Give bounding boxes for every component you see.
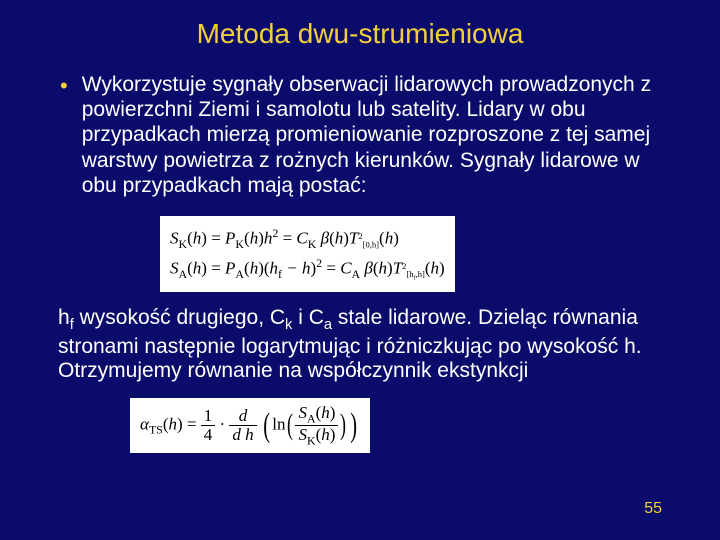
para2-sub-a: a	[324, 317, 332, 333]
equation-1-line-2: SA(h) = PA(h)(hf − h)2 = CA β(h)T2[hf,h]…	[170, 256, 445, 282]
para2-p2: i C	[292, 306, 324, 329]
para2-p1: wysokość drugiego, C	[74, 306, 285, 329]
paragraph-2: hf wysokość drugiego, Ck i Ca stale lida…	[58, 306, 670, 384]
equation-1-line-1: SK(h) = PK(h)h2 = CK β(h)T2[0,h](h)	[170, 226, 445, 252]
slide-title: Metoda dwu-strumieniowa	[40, 18, 680, 50]
para2-p0: h	[58, 306, 70, 329]
page-number: 55	[644, 500, 662, 518]
bullet-item: • Wykorzystuje sygnały obserwacji lidaro…	[60, 72, 670, 198]
bullet-text: Wykorzystuje sygnały obserwacji lidarowy…	[82, 72, 670, 198]
bullet-dot-icon: •	[60, 72, 68, 100]
equation-block-1: SK(h) = PK(h)h2 = CK β(h)T2[0,h](h) SA(h…	[160, 216, 455, 292]
equation-block-2: αTS(h) = 14 · dd h (ln(SA(h)SK(h)))	[130, 398, 370, 453]
